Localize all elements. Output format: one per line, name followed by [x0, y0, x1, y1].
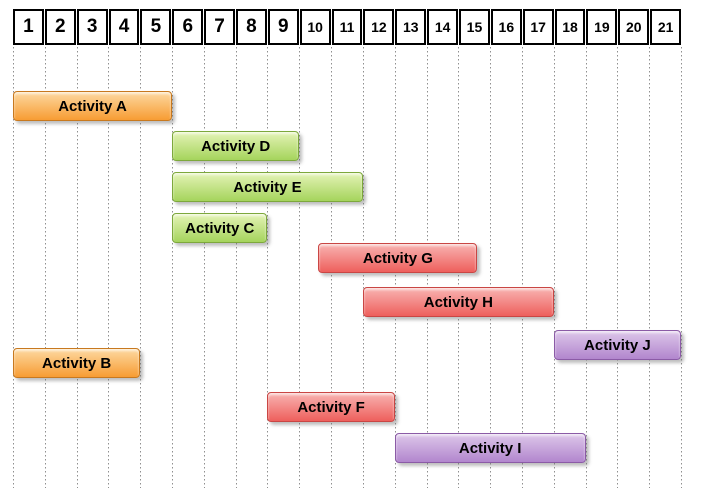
gridline — [108, 47, 110, 488]
gridline — [299, 47, 301, 488]
gridline — [617, 47, 619, 488]
activity-bar-f: Activity F — [267, 392, 395, 422]
period-cell-10: 10 — [299, 9, 331, 45]
period-cell-3: 3 — [76, 9, 108, 45]
period-cell-1: 1 — [13, 9, 44, 45]
period-cell-11: 11 — [331, 9, 363, 45]
gridline — [203, 47, 205, 488]
period-cell-9: 9 — [267, 9, 299, 45]
gridline — [553, 47, 555, 488]
activity-bar-i: Activity I — [394, 433, 586, 463]
activity-label: Activity D — [201, 137, 271, 155]
gridline — [13, 47, 14, 488]
period-cell-12: 12 — [363, 9, 395, 45]
gridline — [585, 47, 587, 488]
activity-label: Activity B — [42, 354, 112, 372]
gridline — [172, 47, 174, 488]
gridline — [76, 47, 78, 488]
activity-label: Activity J — [584, 336, 651, 354]
activity-bar-a: Activity A — [13, 91, 173, 121]
period-cell-8: 8 — [236, 9, 267, 45]
activity-bar-g: Activity G — [318, 243, 478, 273]
activity-bar-d: Activity D — [172, 131, 300, 161]
period-cell-4: 4 — [108, 9, 140, 45]
period-cell-18: 18 — [554, 9, 586, 45]
period-cell-15: 15 — [459, 9, 490, 45]
period-cell-16: 16 — [490, 9, 522, 45]
activity-label: Activity F — [297, 398, 365, 416]
activity-bar-h: Activity H — [362, 287, 554, 317]
activity-bar-c: Activity C — [172, 213, 268, 243]
period-cell-19: 19 — [586, 9, 618, 45]
activity-label: Activity G — [362, 249, 433, 267]
activity-label: Activity C — [185, 219, 255, 237]
period-cell-14: 14 — [427, 9, 459, 45]
gridline — [44, 47, 46, 488]
period-cell-5: 5 — [140, 9, 172, 45]
gridline — [140, 47, 142, 488]
gridline — [681, 47, 682, 488]
period-cell-6: 6 — [172, 9, 204, 45]
activity-label: Activity A — [58, 97, 127, 115]
period-cell-2: 2 — [44, 9, 76, 45]
period-cell-20: 20 — [618, 9, 650, 45]
gridline — [649, 47, 651, 488]
activity-bar-j: Activity J — [553, 330, 681, 360]
activity-bar-e: Activity E — [172, 172, 363, 202]
activity-bar-b: Activity B — [13, 348, 141, 378]
activity-label: Activity E — [233, 178, 302, 196]
gridline — [490, 47, 492, 488]
activity-label: Activity H — [423, 293, 493, 311]
gridline — [267, 47, 269, 488]
period-cell-21: 21 — [650, 9, 682, 45]
gridline — [521, 47, 523, 488]
timeline-header: 1 2 3 4 5 6 7 8 9 10 11 12 13 14 15 16 17 18 19 20 21 — [13, 9, 682, 45]
period-cell-17: 17 — [522, 9, 554, 45]
activity-label: Activity I — [458, 439, 522, 457]
period-cell-13: 13 — [395, 9, 427, 45]
period-cell-7: 7 — [204, 9, 236, 45]
gridline — [235, 47, 237, 488]
